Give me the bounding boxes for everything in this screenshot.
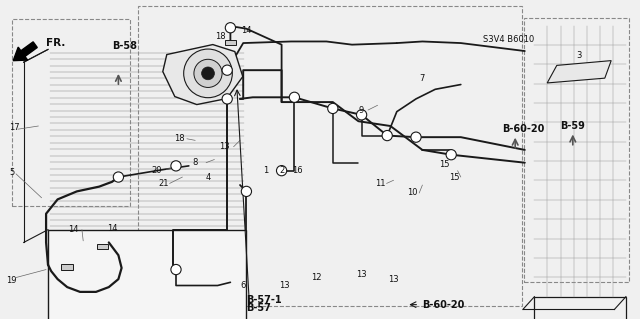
Circle shape [171,161,181,171]
Circle shape [202,67,214,80]
Text: 3: 3 [577,51,582,60]
Polygon shape [547,61,611,83]
Text: 13: 13 [388,275,399,284]
Text: 5: 5 [9,168,14,177]
Text: B-57-1: B-57-1 [246,295,282,305]
Circle shape [222,94,232,104]
Text: 14: 14 [68,225,79,234]
Bar [524,18,629,282]
Text: 12: 12 [312,273,322,282]
Text: 13: 13 [280,281,290,290]
Bar [97,244,108,249]
Circle shape [328,103,338,114]
Text: B-57: B-57 [246,303,271,313]
Text: B-59: B-59 [560,121,585,131]
Text: 15: 15 [449,173,460,182]
Circle shape [171,264,181,275]
Text: 10: 10 [407,189,417,197]
Circle shape [222,65,232,75]
Text: S3V4 B6010: S3V4 B6010 [483,35,534,44]
Circle shape [382,130,392,141]
Text: 18: 18 [216,32,226,41]
Bar [48,230,246,319]
Text: 13: 13 [356,270,367,279]
FancyArrow shape [13,42,37,61]
Text: 15: 15 [440,160,450,169]
Bar [534,297,626,319]
Text: 17: 17 [9,123,19,132]
Circle shape [184,49,232,98]
Text: 13: 13 [219,142,229,151]
Text: FR.: FR. [46,38,65,48]
Polygon shape [163,45,243,105]
Circle shape [446,150,456,160]
Text: 14: 14 [107,224,117,233]
Text: B-60-20: B-60-20 [422,300,465,310]
Circle shape [225,23,236,33]
Text: 21: 21 [158,179,168,188]
Text: 16: 16 [292,166,303,175]
Text: 11: 11 [375,179,385,188]
Circle shape [289,92,300,102]
Circle shape [411,132,421,142]
Text: 7: 7 [420,74,425,83]
Circle shape [356,110,367,120]
Text: 8: 8 [193,158,198,167]
Text: 14: 14 [241,26,252,35]
Circle shape [194,59,222,87]
Bar [61,264,73,270]
Bar [12,19,130,206]
Text: 4: 4 [205,173,211,182]
Text: 6: 6 [241,281,246,290]
Bar [138,6,522,306]
Circle shape [241,186,252,197]
Text: 2: 2 [279,166,284,175]
Text: 19: 19 [6,276,17,285]
Circle shape [113,172,124,182]
Text: B-58: B-58 [112,41,137,51]
Text: B-60-20: B-60-20 [502,124,545,134]
Text: 20: 20 [152,166,162,175]
Circle shape [276,166,287,176]
Text: 18: 18 [174,134,184,143]
Bar [225,40,236,45]
Text: 1: 1 [263,166,268,175]
Text: 9: 9 [359,106,364,115]
